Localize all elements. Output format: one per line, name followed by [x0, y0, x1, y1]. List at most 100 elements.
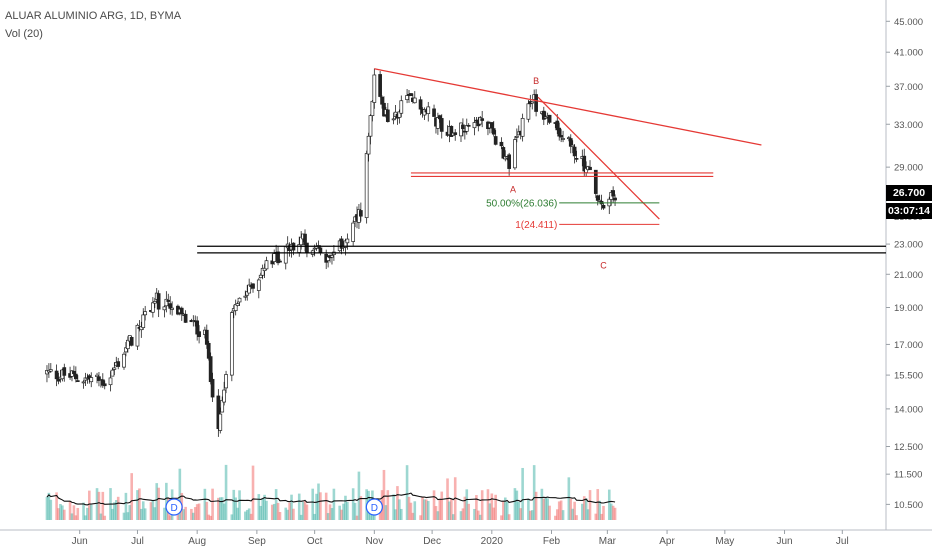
- candle-body: [62, 367, 67, 376]
- y-tick-label: 14.000: [894, 404, 923, 415]
- y-tick-label: 33.000: [894, 120, 923, 131]
- candle-body: [299, 236, 304, 246]
- candle-body: [262, 267, 267, 272]
- candle-body: [574, 158, 579, 160]
- volume-bar: [328, 504, 332, 520]
- dividend-marker-label: D: [170, 503, 177, 514]
- candle-body: [102, 383, 107, 387]
- candle-body: [464, 125, 469, 132]
- volume-bar: [588, 490, 592, 520]
- volume-bar: [99, 513, 103, 520]
- volume-bar: [602, 505, 605, 520]
- candle-body: [351, 222, 356, 242]
- volume-bar: [594, 513, 598, 520]
- volume-bar: [386, 490, 390, 520]
- candle-body: [526, 103, 531, 120]
- volume-bar: [513, 488, 517, 520]
- volume-bar: [245, 509, 249, 520]
- volume-bar: [461, 508, 465, 520]
- volume-bar: [346, 502, 349, 520]
- volume-bar: [55, 492, 58, 520]
- x-tick-label: 2020: [481, 536, 504, 547]
- candle-body: [493, 136, 498, 145]
- last-price-tag: 26.700: [886, 185, 932, 201]
- candle-body: [368, 115, 373, 137]
- volume-bar: [584, 498, 588, 520]
- volume-bar: [274, 489, 278, 520]
- volume-bar: [596, 489, 600, 520]
- volume-bar: [176, 509, 180, 520]
- volume-bar: [249, 513, 253, 520]
- volume-bar: [384, 505, 388, 520]
- candle-body: [233, 304, 238, 311]
- candle-body: [73, 373, 78, 380]
- symbol-title: ALUAR ALUMINIO ARG, 1D, BYMA: [5, 10, 182, 22]
- volume-bar: [413, 501, 417, 520]
- candle-body: [611, 190, 615, 197]
- volume-bar: [128, 505, 132, 520]
- candle-body: [345, 238, 350, 244]
- volume-bar: [130, 473, 133, 520]
- candle-body: [436, 117, 440, 129]
- volume-bar: [263, 494, 266, 520]
- volume-bar: [600, 513, 603, 520]
- volume-bar: [288, 502, 291, 520]
- volume-bar: [555, 509, 559, 520]
- volume-bar: [569, 498, 573, 520]
- volume-bar: [575, 515, 578, 520]
- volume-bar: [330, 508, 334, 520]
- volume-bar: [272, 503, 276, 520]
- volume-bar: [611, 505, 615, 520]
- candle-body: [224, 374, 228, 389]
- volume-bar: [494, 494, 497, 520]
- x-tick-label: Jun: [776, 536, 792, 547]
- volume-bar: [232, 489, 236, 520]
- candle-body: [125, 339, 130, 350]
- volume-bar: [503, 497, 507, 520]
- volume-bar: [451, 514, 455, 520]
- candle-body: [276, 251, 280, 264]
- x-tick-label: Oct: [307, 536, 323, 547]
- x-tick-label: Apr: [659, 536, 675, 547]
- volume-indicator-label[interactable]: Vol (20): [5, 28, 43, 40]
- candle-body: [513, 139, 517, 169]
- candle-body: [543, 116, 548, 119]
- x-tick-label: Aug: [188, 536, 206, 547]
- volume-bar: [140, 508, 143, 520]
- candle-body: [72, 371, 76, 375]
- volume-bar: [124, 492, 128, 520]
- volume-bar: [218, 497, 222, 520]
- volume-bar: [157, 487, 160, 520]
- volume-bar: [101, 491, 105, 520]
- volume-bar: [394, 509, 397, 520]
- volume-bar: [478, 514, 482, 520]
- x-tick-label: Nov: [365, 536, 383, 547]
- volume-bar: [311, 488, 315, 520]
- candle-body: [501, 147, 506, 159]
- candle-body: [166, 299, 171, 302]
- candle-body: [48, 369, 53, 372]
- volume-bar: [355, 515, 359, 520]
- candle-body: [168, 303, 173, 309]
- volume-bar: [270, 504, 274, 520]
- candle-body: [97, 376, 101, 381]
- candle-body: [566, 137, 571, 140]
- volume-bar: [136, 490, 139, 520]
- candle-body: [593, 169, 598, 194]
- volume-ma-line: [46, 492, 616, 506]
- volume-bar: [573, 501, 576, 520]
- volume-bar: [480, 490, 484, 520]
- volume-bar: [193, 507, 197, 520]
- volume-bar: [559, 500, 563, 520]
- candle-body: [272, 253, 277, 262]
- volume-bar: [74, 515, 78, 520]
- volume-bar: [586, 509, 590, 520]
- candle-body: [108, 377, 113, 386]
- volume-bar: [313, 513, 316, 520]
- volume-bar: [251, 465, 255, 520]
- candle-body: [112, 367, 117, 370]
- candle-body: [399, 100, 404, 114]
- volume-bar: [59, 503, 62, 520]
- candle-body: [197, 331, 201, 338]
